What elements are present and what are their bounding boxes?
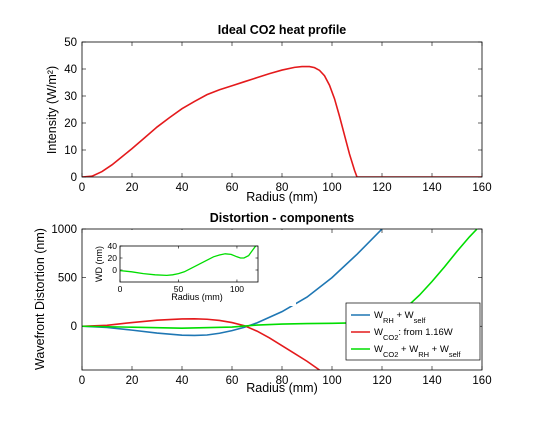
bottom-x-axis-label: Radius (mm) (246, 381, 318, 395)
bottom-plot-x-tick-label: 140 (422, 375, 441, 387)
top-plot-y-tick-label: 0 (71, 172, 77, 184)
top-plot-y-tick-label: 20 (64, 118, 77, 130)
bottom-chart-title: Distortion - components (210, 211, 354, 225)
inset-plot-frame (119, 245, 259, 283)
inset-plot-series-0-line (120, 246, 257, 277)
bottom-plot-x-tick-label: 20 (126, 375, 139, 387)
bottom-plot-series-0-line (82, 229, 383, 337)
legend-box (345, 302, 481, 361)
bottom-plot-frame (81, 228, 483, 371)
bottom-legend: WRH + Wself WCO2: from 1.16W WCO2 + WRH + … (345, 302, 481, 361)
bottom-plot-x-tick-label: 120 (372, 375, 391, 387)
bottom-plot-y-tick-label: 0 (71, 321, 77, 333)
top-plot-background (82, 42, 482, 177)
top-plot-x-tick-label: 60 (226, 182, 239, 194)
bottom-plot-y-tick-label: 1000 (51, 224, 77, 236)
bottom-plot-x-tick-label: 80 (276, 375, 289, 387)
top-plot-x-tick-label: 20 (126, 182, 139, 194)
inset-plot-x-tick-label: 0 (118, 284, 123, 294)
top-plot-x-tick-label: 120 (372, 182, 391, 194)
top-plot-frame (81, 41, 483, 178)
top-plot-x-tick-label: 100 (322, 182, 341, 194)
inset-plot-y-tick-label: 0 (112, 265, 117, 275)
top-chart-title: Ideal CO2 heat profile (218, 23, 347, 37)
legend-entry-0: WRH + Wself (374, 310, 426, 325)
inset-plot-x-tick-label: 100 (230, 284, 244, 294)
chart-top: Ideal CO2 heat profile 0 20 40 60 80 100 120 14… (45, 23, 492, 204)
bottom-plot-x-tick-label: 0 (79, 375, 85, 387)
inset-x-axis-label: Radius (mm) (171, 292, 223, 302)
top-plot-area: 0 20 40 60 80 100 120 140 160 0 10 20 30 40 50 (64, 37, 491, 194)
bottom-plot-x-tick-label: 60 (226, 375, 239, 387)
legend-entry-1: WCO2: from 1.16W (374, 327, 453, 342)
top-x-axis-label: Radius (mm) (246, 190, 318, 204)
inset-plot-y-tick-label: 20 (108, 253, 118, 263)
bottom-y-axis-label: Wavefront Distortion (nm) (33, 228, 47, 370)
bottom-plot-x-tick-label: 40 (176, 375, 189, 387)
legend-entry-2: WCO2 + WRH + Wself (374, 344, 461, 359)
top-plot-x-tick-label: 40 (176, 182, 189, 194)
top-plot-x-tick-label: 140 (422, 182, 441, 194)
top-plot-y-tick-label: 10 (64, 145, 77, 157)
top-plot-x-tick-label: 80 (276, 182, 289, 194)
inset-plot-y-tick-label: 40 (108, 241, 118, 251)
top-plot-y-tick-label: 40 (64, 64, 77, 76)
top-plot-series-0-line (82, 65, 482, 177)
inset-plot-background (120, 246, 258, 282)
top-plot-x-tick-label: 160 (472, 182, 491, 194)
bottom-plot-x-tick-label: 100 (322, 375, 341, 387)
top-plot-y-tick-label: 50 (64, 37, 77, 49)
inset-plot-x-tick-label: 50 (174, 284, 184, 294)
top-plot-y-tick-label: 30 (64, 91, 77, 103)
inset-y-axis-label: WD (nm) (94, 246, 104, 282)
bottom-plot-series-1-line (82, 318, 320, 370)
inset-plot-area: 0 50 100 0 20 40 (94, 230, 296, 306)
top-y-axis-label: Intensity (W/m²) (45, 66, 59, 154)
bottom-plot-y-tick-label: 500 (58, 273, 77, 285)
bottom-plot-x-tick-label: 160 (472, 375, 491, 387)
top-plot-x-tick-label: 0 (79, 182, 85, 194)
